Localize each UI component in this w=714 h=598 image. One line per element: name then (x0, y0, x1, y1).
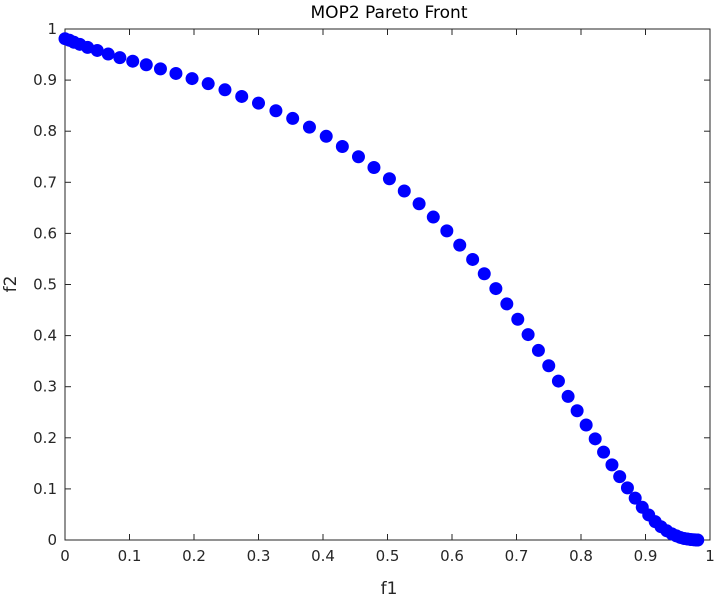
data-point (382, 172, 396, 186)
data-point (153, 62, 167, 76)
x-tick-label: 0.6 (440, 547, 464, 565)
x-tick-label: 0.2 (182, 547, 206, 565)
x-axis: 0 0.1 0.2 0.3 0.4 0.5 0.6 0.7 0.8 0.9 1 (60, 29, 714, 565)
data-point (561, 389, 575, 403)
y-tick-label: 0.9 (33, 71, 57, 89)
x-tick-label: 0.7 (505, 547, 529, 565)
scatter-series (58, 32, 705, 547)
y-tick-label: 0.4 (33, 327, 57, 345)
y-tick-label: 0.6 (33, 224, 57, 242)
data-point (335, 140, 349, 154)
y-tick-label: 0.3 (33, 378, 57, 396)
x-tick-label: 0.9 (634, 547, 658, 565)
x-tick-label: 0.1 (118, 547, 142, 565)
data-point (235, 89, 249, 103)
data-point (542, 359, 556, 373)
x-tick-label: 1 (705, 547, 714, 565)
data-point (477, 267, 491, 281)
data-point (252, 96, 265, 110)
data-point (113, 51, 127, 65)
x-tick-label: 0.8 (569, 547, 593, 565)
data-point (269, 104, 283, 118)
data-point (397, 184, 411, 198)
x-tick-label: 0 (60, 547, 70, 565)
x-tick-label: 0.5 (376, 547, 400, 565)
data-point (620, 481, 634, 495)
y-axis: 0 0.1 0.2 0.3 0.4 0.5 0.6 0.7 0.8 0.9 1 (33, 20, 710, 549)
data-point (351, 150, 365, 164)
data-point (302, 120, 316, 134)
data-point (521, 328, 535, 342)
y-tick-label: 0.7 (33, 173, 57, 191)
data-point (185, 72, 199, 86)
data-point (412, 197, 426, 211)
y-tick-label: 0.8 (33, 122, 57, 140)
y-tick-label: 0.1 (33, 480, 57, 498)
data-point (466, 252, 480, 266)
data-point (426, 210, 440, 224)
data-point (579, 418, 593, 432)
x-axis-label: f1 (381, 579, 398, 598)
data-point (440, 224, 454, 238)
data-point (500, 297, 514, 311)
data-point (286, 111, 300, 125)
y-axis-label: f2 (1, 276, 21, 293)
data-point (613, 470, 627, 484)
data-point (453, 238, 467, 252)
y-tick-label: 0.2 (33, 429, 57, 447)
x-tick-label: 0.3 (247, 547, 271, 565)
y-tick-label: 0.5 (33, 276, 57, 294)
data-point (628, 491, 642, 505)
x-tick-label: 0.4 (311, 547, 335, 565)
data-point (605, 458, 619, 472)
data-point (101, 47, 115, 61)
y-tick-label: 0 (47, 531, 57, 549)
data-point (319, 129, 333, 143)
data-point (201, 77, 215, 91)
data-point (367, 160, 381, 174)
data-point (588, 432, 602, 446)
data-point (139, 58, 153, 72)
data-point (218, 83, 232, 97)
data-point (691, 533, 705, 547)
data-point (531, 343, 545, 357)
y-tick-label: 1 (47, 20, 57, 38)
data-point (570, 404, 584, 418)
data-point (126, 54, 140, 68)
data-point (551, 374, 565, 388)
chart-title: MOP2 Pareto Front (311, 3, 468, 23)
data-point (511, 312, 525, 326)
data-point (90, 43, 104, 57)
data-point (169, 66, 183, 80)
data-point (597, 445, 611, 459)
data-point (489, 282, 503, 296)
